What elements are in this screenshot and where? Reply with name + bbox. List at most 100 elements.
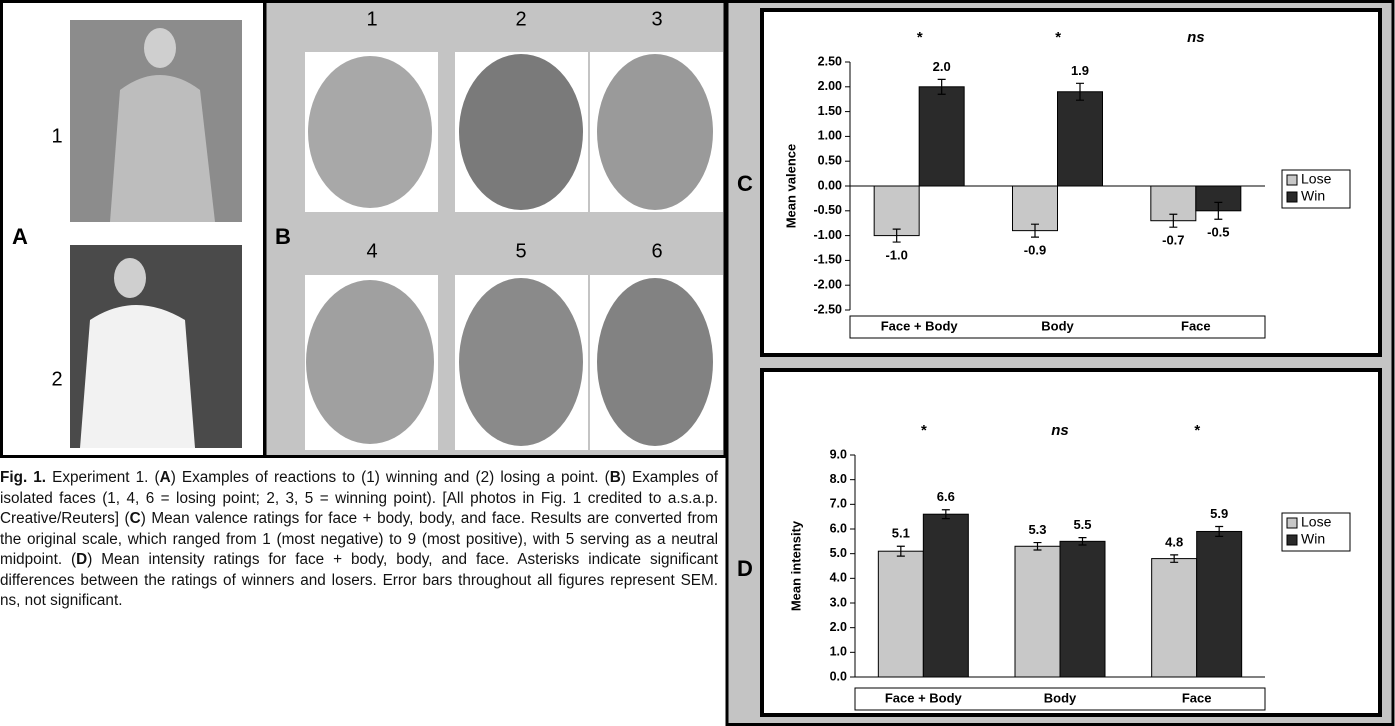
panel-letter: A (12, 224, 28, 249)
value-label: -0.9 (1024, 243, 1046, 258)
value-label: -0.7 (1162, 233, 1184, 248)
caption-text: ) Examples of reactions to (1) winning a… (170, 469, 610, 486)
caption-text: D (76, 551, 88, 568)
value-label: 5.3 (1028, 522, 1046, 537)
caption-text: ) Mean intensity ratings for face + body… (0, 551, 718, 609)
y-tick-label: 3.0 (830, 595, 847, 609)
value-label: 1.9 (1071, 63, 1089, 78)
photo-label: 2 (515, 8, 526, 30)
legend-label: Lose (1301, 514, 1332, 530)
x-tick-label: Face + Body (881, 318, 959, 333)
y-tick-label: 1.00 (818, 129, 842, 143)
value-label: 5.9 (1210, 506, 1228, 521)
error-bar (1215, 525, 1224, 537)
legend-box (1281, 512, 1351, 552)
bar (877, 550, 924, 678)
photo-label: 5 (515, 240, 526, 262)
value-label: 2.0 (933, 59, 951, 74)
panel-letter: B (275, 224, 291, 249)
photo-label: 2 (51, 368, 62, 390)
x-tick-label: Face + Body (885, 690, 963, 705)
caption-text: ) Examples of isolated faces (1, 4, 6 = … (0, 469, 718, 527)
bar (1196, 530, 1243, 678)
photo-face (597, 278, 713, 446)
photo-face (597, 54, 713, 210)
error-bar (1214, 201, 1223, 220)
y-tick-label: -1.00 (814, 228, 843, 242)
panel-letter: D (737, 556, 753, 581)
legend-label: Lose (1301, 171, 1332, 187)
photo-face (306, 280, 434, 444)
y-axis-label: Mean intensity (788, 520, 803, 611)
category-box (854, 687, 1266, 711)
error-bar (1031, 223, 1039, 238)
legend-swatch (1286, 191, 1298, 203)
annotation: ns (1187, 29, 1205, 46)
error-bar (937, 78, 946, 95)
photo-label: 6 (651, 240, 662, 262)
y-tick-label: 1.0 (830, 645, 847, 659)
annotation: * (920, 422, 927, 439)
error-bar (1033, 541, 1042, 551)
value-label: 6.6 (937, 489, 955, 504)
bar (1014, 545, 1061, 678)
photo-face (459, 54, 583, 210)
photo-face (144, 28, 176, 68)
bar (1059, 540, 1106, 678)
photo-face (308, 56, 432, 208)
caption-text: B (609, 469, 621, 486)
legend-swatch (1286, 517, 1298, 529)
category-box (849, 315, 1266, 339)
bar (873, 185, 920, 237)
caption-text: ) Mean valence ratings for face + body, … (0, 510, 718, 568)
photo-label: 1 (366, 8, 377, 30)
caption-text: C (129, 510, 141, 527)
caption-text: Fig. 1. (0, 469, 47, 486)
value-label: 5.5 (1073, 517, 1091, 532)
photo-label: 4 (366, 240, 377, 262)
y-tick-label: 6.0 (830, 521, 847, 535)
y-tick-label: 0.0 (830, 669, 847, 683)
bar (1057, 91, 1103, 187)
photo-label: 1 (51, 125, 62, 147)
y-tick-label: 9.0 (830, 447, 847, 461)
caption-text: A (159, 469, 171, 486)
y-tick-label: 2.0 (830, 620, 847, 634)
annotation: * (1194, 422, 1201, 439)
caption: Fig. 1. Experiment 1. (A) Examples of re… (0, 468, 718, 612)
legend-label: Win (1301, 188, 1325, 204)
photo-face (459, 278, 583, 446)
y-axis-label: Mean valence (783, 144, 798, 229)
y-tick-label: 1.50 (818, 104, 842, 118)
y-tick-label: 0.00 (818, 178, 842, 192)
x-tick-label: Body (1041, 318, 1074, 333)
y-tick-label: 8.0 (830, 472, 847, 486)
y-tick-label: 2.50 (818, 54, 842, 68)
value-label: -0.5 (1207, 225, 1229, 240)
y-tick-label: 2.00 (818, 79, 842, 93)
bar (1151, 558, 1198, 678)
bar (922, 513, 969, 678)
error-bar (941, 509, 950, 520)
bar (1012, 185, 1058, 232)
face-photos (305, 52, 723, 450)
error-bar (1169, 213, 1178, 228)
bar (918, 86, 965, 187)
y-tick-label: 7.0 (830, 497, 847, 511)
x-tick-label: Body (1044, 690, 1077, 705)
y-tick-label: -2.50 (814, 302, 843, 316)
photo-face (114, 258, 146, 298)
value-label: 5.1 (892, 526, 910, 541)
x-tick-label: Face (1181, 318, 1211, 333)
annotation: * (1055, 29, 1062, 46)
value-label: 4.8 (1165, 534, 1183, 549)
y-tick-label: 0.50 (818, 153, 842, 167)
panel-letter: C (737, 171, 753, 196)
error-bar (896, 545, 905, 557)
y-tick-label: -2.00 (814, 277, 843, 291)
error-bar (892, 228, 901, 243)
caption-text: Experiment 1. ( (46, 469, 160, 486)
legend-swatch (1286, 534, 1298, 546)
